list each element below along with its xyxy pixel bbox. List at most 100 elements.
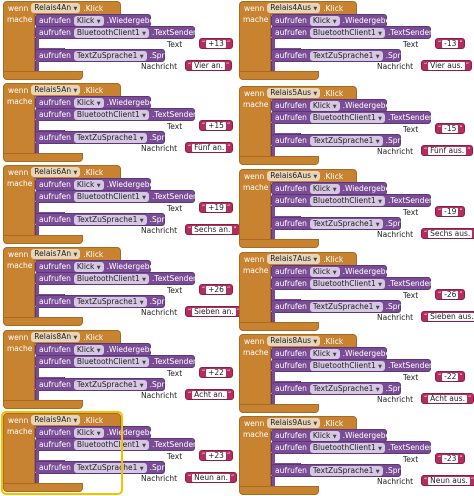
send-value[interactable]: -15 bbox=[442, 123, 459, 133]
text-literal-send[interactable]: “+26” bbox=[199, 284, 234, 295]
chevron-down-icon[interactable]: ▼ bbox=[313, 6, 318, 12]
component-selector[interactable]: BluetoothClient1 ▼ bbox=[309, 27, 385, 38]
event-header[interactable]: wenn Relais8Aus ▼ .Klick bbox=[239, 334, 357, 348]
chevron-down-icon[interactable]: ▼ bbox=[378, 445, 382, 452]
call-bluetooth-textsenden[interactable]: aufrufen BluetoothClient1 ▼ .TextSenden bbox=[271, 441, 434, 454]
button-selector[interactable]: Relais4An ▼ bbox=[31, 3, 81, 13]
event-header[interactable]: wenn Relais5An ▼ .Klick bbox=[3, 83, 121, 97]
chevron-down-icon[interactable]: ▼ bbox=[332, 351, 337, 358]
call-tts-sprich[interactable]: aufrufen TextZuSprache1 ▼ .Sprich bbox=[271, 217, 412, 230]
button-selector[interactable]: Relais6Aus ▼ bbox=[267, 171, 321, 181]
text-literal-send[interactable]: “-15” bbox=[435, 123, 466, 134]
text-literal-send[interactable]: “+19” bbox=[199, 202, 234, 213]
chevron-down-icon[interactable]: ▼ bbox=[139, 217, 144, 224]
text-literal-send[interactable]: “+23” bbox=[199, 450, 234, 461]
call-klick-wiedergeben[interactable]: aufrufen Klick ▼ .Wiedergeben bbox=[271, 347, 395, 360]
chevron-down-icon[interactable]: ▼ bbox=[313, 174, 318, 180]
event-block-relais4aus[interactable]: wenn Relais4Aus ▼ .Klick mache aufrufen Klick… bbox=[239, 1, 472, 81]
call-bluetooth-textsenden[interactable]: aufrufen BluetoothClient1 ▼ .TextSenden bbox=[35, 355, 198, 368]
chevron-down-icon[interactable]: ▼ bbox=[96, 182, 101, 189]
chevron-down-icon[interactable]: ▼ bbox=[332, 269, 337, 276]
call-klick-wiedergeben[interactable]: aufrufen Klick ▼ .Wiedergeben bbox=[271, 99, 395, 112]
chevron-down-icon[interactable]: ▼ bbox=[142, 30, 146, 37]
component-selector[interactable]: TextZuSprache1 ▼ bbox=[309, 218, 383, 229]
text-literal-speak[interactable]: “Acht aus.” bbox=[421, 393, 474, 404]
text-literal-speak[interactable]: “Sechs an.” bbox=[185, 224, 240, 235]
text-literal-speak[interactable]: “Vier aus.” bbox=[421, 60, 472, 71]
event-header[interactable]: wenn Relais6Aus ▼ .Klick bbox=[239, 169, 357, 183]
event-header[interactable]: wenn Relais7An ▼ .Klick bbox=[3, 247, 121, 261]
event-block-relais6aus[interactable]: wenn Relais6Aus ▼ .Klick mache aufrufen Klick… bbox=[239, 169, 474, 249]
speak-value[interactable]: Vier an. bbox=[192, 60, 225, 70]
send-value[interactable]: +19 bbox=[206, 202, 226, 212]
component-selector[interactable]: Klick ▼ bbox=[309, 183, 340, 194]
call-bluetooth-textsenden[interactable]: aufrufen BluetoothClient1 ▼ .TextSenden bbox=[35, 438, 198, 451]
text-literal-speak[interactable]: “Fünf an.” bbox=[185, 142, 234, 153]
chevron-down-icon[interactable]: ▼ bbox=[139, 382, 144, 389]
send-value[interactable]: -19 bbox=[442, 206, 459, 216]
component-selector[interactable]: Klick ▼ bbox=[73, 261, 104, 272]
chevron-down-icon[interactable]: ▼ bbox=[375, 304, 380, 311]
chevron-down-icon[interactable]: ▼ bbox=[142, 112, 146, 119]
component-selector[interactable]: BluetoothClient1 ▼ bbox=[73, 356, 149, 367]
chevron-down-icon[interactable]: ▼ bbox=[375, 138, 380, 145]
call-bluetooth-textsenden[interactable]: aufrufen BluetoothClient1 ▼ .TextSenden bbox=[271, 26, 434, 39]
text-literal-send[interactable]: “+22” bbox=[199, 367, 234, 378]
chevron-down-icon[interactable]: ▼ bbox=[96, 430, 101, 437]
chevron-down-icon[interactable]: ▼ bbox=[142, 359, 146, 366]
speak-value[interactable]: Sechs an. bbox=[192, 224, 233, 234]
component-selector[interactable]: Klick ▼ bbox=[73, 15, 104, 26]
call-bluetooth-textsenden[interactable]: aufrufen BluetoothClient1 ▼ .TextSenden bbox=[271, 277, 434, 290]
button-selector[interactable]: Relais7Aus ▼ bbox=[267, 254, 321, 264]
component-selector[interactable]: Klick ▼ bbox=[309, 266, 340, 277]
component-selector[interactable]: TextZuSprache1 ▼ bbox=[309, 135, 383, 146]
text-literal-send[interactable]: “-26” bbox=[435, 289, 466, 300]
chevron-down-icon[interactable]: ▼ bbox=[139, 465, 144, 472]
component-selector[interactable]: TextZuSprache1 ▼ bbox=[73, 379, 147, 390]
speak-value[interactable]: Sieben aus. bbox=[428, 311, 474, 321]
event-block-relais5aus[interactable]: wenn Relais5Aus ▼ .Klick mache aufrufen Klick… bbox=[239, 86, 474, 166]
component-selector[interactable]: BluetoothClient1 ▼ bbox=[73, 273, 149, 284]
chevron-down-icon[interactable]: ▼ bbox=[139, 299, 144, 306]
call-tts-sprich[interactable]: aufrufen TextZuSprache1 ▼ .Sprich bbox=[35, 461, 176, 474]
text-literal-speak[interactable]: “Vier an.” bbox=[185, 60, 233, 71]
call-tts-sprich[interactable]: aufrufen TextZuSprache1 ▼ .Sprich bbox=[35, 49, 176, 62]
event-header[interactable]: wenn Relais8An ▼ .Klick bbox=[3, 330, 121, 344]
chevron-down-icon[interactable]: ▼ bbox=[332, 186, 337, 193]
event-block-relais8aus[interactable]: wenn Relais8Aus ▼ .Klick mache aufrufen Klick… bbox=[239, 334, 474, 414]
button-selector[interactable]: Relais8An ▼ bbox=[31, 332, 81, 342]
component-selector[interactable]: Klick ▼ bbox=[309, 430, 340, 441]
text-literal-send[interactable]: “+13” bbox=[199, 38, 234, 49]
component-selector[interactable]: Klick ▼ bbox=[309, 100, 340, 111]
event-header[interactable]: wenn Relais9Aus ▼ .Klick bbox=[239, 416, 357, 430]
text-literal-send[interactable]: “-19” bbox=[435, 206, 466, 217]
button-selector[interactable]: Relais6An ▼ bbox=[31, 167, 81, 177]
speak-value[interactable]: Vier aus. bbox=[428, 60, 465, 70]
chevron-down-icon[interactable]: ▼ bbox=[378, 30, 382, 37]
text-literal-speak[interactable]: “Sechs aus.” bbox=[421, 228, 474, 239]
event-block-relais8an[interactable]: wenn Relais8An ▼ .Klick mache aufrufen Klick … bbox=[3, 330, 235, 410]
event-header[interactable]: wenn Relais7Aus ▼ .Klick bbox=[239, 252, 357, 266]
event-block-relais4an[interactable]: wenn Relais4An ▼ .Klick mache aufrufen Klick … bbox=[3, 1, 234, 81]
button-selector[interactable]: Relais5Aus ▼ bbox=[267, 88, 321, 98]
component-selector[interactable]: Klick ▼ bbox=[73, 427, 104, 438]
component-selector[interactable]: BluetoothClient1 ▼ bbox=[309, 442, 385, 453]
send-value[interactable]: +15 bbox=[206, 120, 226, 130]
chevron-down-icon[interactable]: ▼ bbox=[142, 194, 146, 201]
chevron-down-icon[interactable]: ▼ bbox=[73, 88, 78, 94]
call-tts-sprich[interactable]: aufrufen TextZuSprache1 ▼ .Sprich bbox=[35, 131, 176, 144]
call-tts-sprich[interactable]: aufrufen TextZuSprache1 ▼ .Sprich bbox=[271, 134, 412, 147]
button-selector[interactable]: Relais5An ▼ bbox=[31, 85, 81, 95]
component-selector[interactable]: TextZuSprache1 ▼ bbox=[309, 383, 383, 394]
text-literal-speak[interactable]: “Neun an.” bbox=[185, 472, 238, 483]
chevron-down-icon[interactable]: ▼ bbox=[378, 115, 382, 122]
event-header[interactable]: wenn Relais5Aus ▼ .Klick bbox=[239, 86, 357, 100]
speak-value[interactable]: Sieben an. bbox=[192, 306, 236, 316]
call-tts-sprich[interactable]: aufrufen TextZuSprache1 ▼ .Sprich bbox=[35, 378, 176, 391]
component-selector[interactable]: BluetoothClient1 ▼ bbox=[309, 195, 385, 206]
component-selector[interactable]: BluetoothClient1 ▼ bbox=[309, 278, 385, 289]
speak-value[interactable]: Fünf an. bbox=[192, 142, 227, 152]
component-selector[interactable]: Klick ▼ bbox=[309, 348, 340, 359]
chevron-down-icon[interactable]: ▼ bbox=[375, 53, 380, 60]
chevron-down-icon[interactable]: ▼ bbox=[96, 18, 101, 25]
